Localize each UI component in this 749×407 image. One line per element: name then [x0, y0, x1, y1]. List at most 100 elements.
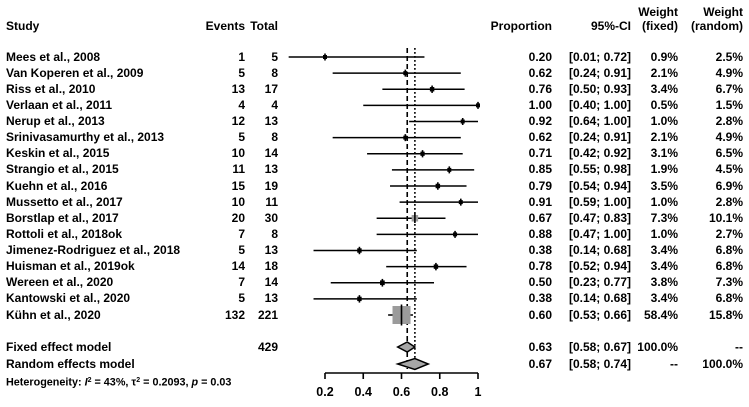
- column-header-weight-random: Weight (random): [691, 5, 743, 33]
- total-value: 30: [264, 210, 278, 225]
- x-axis-tick-label: 0.8: [431, 385, 448, 399]
- weight-random-value: 2.8%: [715, 194, 743, 209]
- study-label: Keskin et al., 2015: [6, 146, 110, 161]
- ci-value: [0.52; 0.94]: [568, 259, 631, 274]
- study-label: Kantowski et al., 2020: [6, 291, 131, 306]
- column-header-ci: 95%-CI: [590, 19, 631, 33]
- weight-fixed-line1: Weight: [638, 5, 678, 19]
- fixed-effect-weight-fixed: 100.0%: [637, 339, 678, 354]
- random-effects-weight-random: 100.0%: [702, 356, 743, 371]
- weight-random-value: 1.5%: [715, 97, 743, 112]
- study-label: Borstlap et al., 2017: [6, 210, 119, 225]
- random-effects-row: Random effects model 0.67 [0.58; 0.74] -…: [0, 357, 749, 372]
- proportion-value: 0.67: [528, 210, 552, 225]
- ci-value: [0.59; 1.00]: [568, 194, 631, 209]
- proportion-value: 0.88: [528, 226, 552, 241]
- events-value: 13: [231, 81, 245, 96]
- weight-random-value: 6.7%: [715, 81, 743, 96]
- weight-random-value: 2.7%: [715, 226, 743, 241]
- weight-random-value: 2.5%: [715, 49, 743, 64]
- weight-random-value: 10.1%: [708, 210, 743, 225]
- events-value: 5: [238, 291, 245, 306]
- column-header-study: Study: [6, 19, 40, 33]
- study-label: Strangio et al., 2015: [6, 162, 119, 177]
- ci-value: [0.64; 1.00]: [568, 114, 631, 128]
- events-value: 14: [231, 259, 245, 274]
- random-effects-diamond: [395, 357, 431, 371]
- study-label: Nerup et al., 2013: [6, 114, 105, 128]
- heterogeneity-note: Heterogeneity: I2 = 43%, τ2 = 0.2093, p …: [6, 374, 231, 390]
- fixed-effect-row: Fixed effect model 429 0.63 [0.58; 0.67]…: [0, 340, 749, 355]
- events-value: 1: [238, 49, 245, 64]
- weight-fixed-line2: (fixed): [642, 19, 678, 33]
- weight-fixed-value: 2.1%: [650, 65, 678, 80]
- table-row: Borstlap et al., 2017 20 30 0.67 [0.47; 0.83…: [0, 211, 749, 226]
- weight-fixed-value: 3.4%: [650, 243, 678, 257]
- ci-value: [0.14; 0.68]: [568, 291, 631, 306]
- total-value: 4: [271, 97, 278, 112]
- weight-random-value: 6.5%: [715, 146, 743, 161]
- total-value: 14: [264, 146, 278, 161]
- ci-value: [0.47; 1.00]: [568, 226, 631, 241]
- weight-fixed-value: 7.3%: [650, 210, 678, 225]
- weight-fixed-value: 0.9%: [650, 49, 678, 64]
- events-value: 11: [232, 162, 245, 177]
- weight-random-value: 4.9%: [715, 65, 743, 80]
- ci-value: [0.55; 0.98]: [568, 162, 631, 177]
- weight-random-value: 6.8%: [715, 291, 743, 306]
- table-row: Srinivasamurthy et al., 2013 5 8 0.62 [0.24;…: [0, 130, 749, 145]
- het-tau-stat: τ: [131, 376, 137, 389]
- study-label: Wereen et al., 2020: [6, 275, 114, 290]
- weight-random-value: 2.8%: [715, 114, 743, 128]
- ci-value: [0.23; 0.77]: [568, 275, 631, 290]
- total-value: 19: [264, 178, 278, 193]
- ci-value: [0.42; 0.92]: [568, 146, 631, 161]
- events-value: 5: [238, 243, 245, 257]
- proportion-value: 0.62: [528, 65, 552, 80]
- weight-fixed-value: 3.4%: [650, 291, 678, 306]
- proportion-value: 0.79: [528, 178, 552, 193]
- total-value: 17: [264, 81, 278, 96]
- weight-fixed-value: 0.5%: [650, 97, 678, 112]
- random-effects-proportion: 0.67: [528, 356, 552, 371]
- ci-value: [0.24; 0.91]: [568, 130, 631, 145]
- table-row: Wereen et al., 2020 7 14 0.50 [0.23; 0.77] 3.…: [0, 275, 749, 290]
- proportion-value: 0.38: [528, 291, 552, 306]
- proportion-value: 0.50: [528, 275, 552, 290]
- total-value: 14: [264, 275, 278, 290]
- total-value: 11: [265, 194, 278, 209]
- ci-value: [0.14; 0.68]: [568, 243, 631, 257]
- column-header-weight-fixed: Weight (fixed): [638, 5, 678, 33]
- ci-value: [0.53; 0.66]: [568, 307, 631, 322]
- weight-random-line1: Weight: [703, 5, 743, 19]
- events-value: 5: [238, 130, 245, 145]
- fixed-effect-total: 429: [257, 339, 278, 354]
- proportion-value: 0.76: [528, 81, 552, 96]
- weight-random-value: 6.8%: [715, 243, 743, 257]
- proportion-value: 0.38: [528, 243, 552, 257]
- events-value: 10: [231, 146, 245, 161]
- het-i-sup: 2: [87, 377, 92, 384]
- het-p-stat: p: [191, 376, 199, 389]
- fixed-effect-weight-random: --: [735, 339, 743, 354]
- table-row: Keskin et al., 2015 10 14 0.71 [0.42; 0.92] 3…: [0, 146, 749, 161]
- weight-random-value: 15.8%: [708, 307, 743, 322]
- fixed-effect-label: Fixed effect model: [6, 339, 112, 354]
- study-label: Mussetto et al., 2017: [6, 194, 123, 209]
- weight-fixed-value: 1.9%: [650, 162, 678, 177]
- table-row: Nerup et al., 2013 12 13 0.92 [0.64; 1.00] 1.…: [0, 114, 749, 129]
- proportion-value: 0.91: [528, 194, 552, 209]
- study-label: Kuehn et al., 2016: [6, 178, 108, 193]
- total-value: 13: [264, 114, 278, 128]
- events-value: 12: [231, 114, 245, 128]
- table-row: Strangio et al., 2015 11 13 0.85 [0.55; 0.98…: [0, 162, 749, 177]
- weight-random-value: 6.9%: [715, 178, 743, 193]
- events-value: 4: [238, 97, 245, 112]
- random-effects-label: Random effects model: [6, 356, 135, 371]
- study-label: Kühn et al., 2020: [6, 307, 101, 322]
- x-axis-tick-label: 0.2: [316, 385, 333, 399]
- table-row: Kuehn et al., 2016 15 19 0.79 [0.54; 0.94] 3.…: [0, 179, 749, 194]
- weight-fixed-value: 3.8%: [650, 275, 678, 290]
